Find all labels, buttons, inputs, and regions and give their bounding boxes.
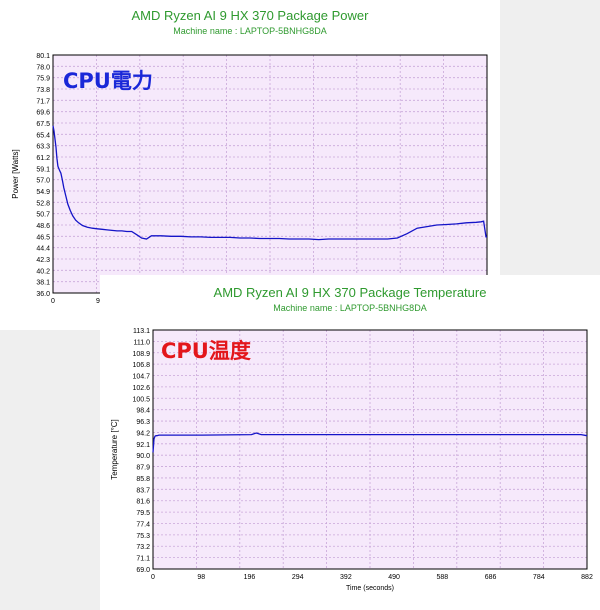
power-y-tick-label: 42.3 [36, 257, 50, 264]
temperature-series-line [152, 432, 588, 453]
temperature-y-tick-label: 90.0 [136, 453, 150, 460]
power-y-tick-label: 80.1 [36, 53, 50, 60]
temperature-x-tick-label: 588 [436, 574, 448, 581]
power-y-tick-label: 52.8 [36, 200, 50, 207]
temperature-x-tick-label: 294 [292, 574, 304, 581]
power-y-tick-label: 73.8 [36, 87, 50, 94]
power-y-tick-label: 36.0 [36, 291, 50, 298]
temperature-y-tick-label: 79.5 [136, 510, 150, 517]
temperature-y-tick-label: 85.8 [136, 476, 150, 483]
temperature-y-tick-label: 71.1 [136, 556, 150, 563]
power-y-tick-label: 63.3 [36, 144, 50, 151]
power-x-tick-label: 0 [51, 298, 55, 305]
temperature-chart-panel: AMD Ryzen AI 9 HX 370 Package Temperatur… [100, 275, 600, 610]
power-y-tick-label: 38.1 [36, 280, 50, 287]
temperature-x-axis-label: Time (seconds) [346, 585, 394, 592]
power-y-tick-label: 44.4 [36, 246, 50, 253]
temperature-y-tick-label: 106.8 [132, 362, 150, 369]
temperature-y-tick-label: 100.5 [132, 396, 150, 403]
temperature-x-tick-label: 686 [485, 574, 497, 581]
temperature-y-tick-label: 96.3 [136, 419, 150, 426]
temperature-x-tick-label: 882 [581, 574, 593, 581]
power-series-line [52, 125, 487, 241]
temperature-y-tick-label: 87.9 [136, 465, 150, 472]
temperature-x-tick-label: 98 [197, 574, 205, 581]
temperature-x-tick-label: 490 [388, 574, 400, 581]
power-y-tick-label: 50.7 [36, 212, 50, 219]
power-chart-title: AMD Ryzen AI 9 HX 370 Package Power [131, 8, 369, 23]
power-y-tick-label: 59.1 [36, 166, 50, 173]
temperature-x-tick-label: 784 [533, 574, 545, 581]
temperature-x-tick-label: 196 [244, 574, 256, 581]
power-y-tick-label: 48.6 [36, 223, 50, 230]
temperature-x-tick-label: 0 [151, 574, 155, 581]
temperature-y-tick-label: 104.7 [132, 374, 150, 381]
power-y-tick-label: 54.9 [36, 189, 50, 196]
power-y-tick-label: 75.9 [36, 76, 50, 83]
power-y-tick-label: 40.2 [36, 268, 50, 275]
temperature-y-tick-label: 77.4 [136, 521, 150, 528]
temperature-y-tick-label: 69.0 [136, 567, 150, 574]
power-y-tick-label: 69.6 [36, 110, 50, 117]
temperature-y-tick-label: 98.4 [136, 408, 150, 415]
power-y-tick-label: 67.5 [36, 121, 50, 128]
temperature-chart-subtitle: Machine name : LAPTOP-5BNHG8DA [273, 303, 427, 313]
power-y-tick-label: 46.5 [36, 234, 50, 241]
power-y-axis-label: Power [Watts] [11, 149, 20, 199]
temperature-chart-svg: 113.1 111.0 108.9 106.8 104.7 102.6 100.5 98.4 9… [110, 328, 593, 592]
power-y-tick-label: 61.2 [36, 155, 50, 162]
power-chart-panel: AMD Ryzen AI 9 HX 370 Package Power Mach… [0, 0, 500, 330]
temperature-x-tick-label: 392 [340, 574, 352, 581]
power-y-tick-label: 71.7 [36, 98, 50, 105]
temperature-y-tick-label: 73.2 [136, 544, 150, 551]
temperature-chart-title: AMD Ryzen AI 9 HX 370 Package Temperatur… [213, 285, 487, 300]
temperature-y-tick-label: 113.1 [133, 328, 150, 335]
temperature-y-axis-label: Temperature [°C] [110, 419, 119, 480]
temperature-plot-area [153, 330, 587, 569]
power-chart-svg: 80.1 78.0 75.9 73.8 71.7 69.6 67.5 65.4 63.3 61.2… [11, 53, 488, 305]
temperature-y-tick-label: 111.0 [134, 339, 151, 346]
power-y-tick-label: 78.0 [36, 64, 50, 71]
cpu-temperature-overlay-label: CPU温度 [161, 339, 251, 363]
temperature-y-tick-label: 102.6 [132, 385, 150, 392]
cpu-power-overlay-label: CPU電力 [63, 69, 153, 93]
temperature-y-tick-label: 75.3 [136, 533, 150, 540]
power-plot-area [53, 55, 487, 293]
power-y-tick-label: 57.0 [36, 178, 50, 185]
power-y-tick-label: 65.4 [36, 132, 50, 139]
power-chart-subtitle: Machine name : LAPTOP-5BNHG8DA [173, 26, 327, 36]
temperature-y-tick-label: 108.9 [132, 351, 150, 358]
temperature-y-tick-label: 94.2 [136, 430, 150, 437]
temperature-y-tick-label: 83.7 [136, 487, 150, 494]
temperature-y-tick-label: 81.6 [136, 499, 150, 506]
temperature-y-tick-label: 92.1 [136, 442, 150, 449]
power-x-tick-label: 9 [96, 298, 100, 305]
